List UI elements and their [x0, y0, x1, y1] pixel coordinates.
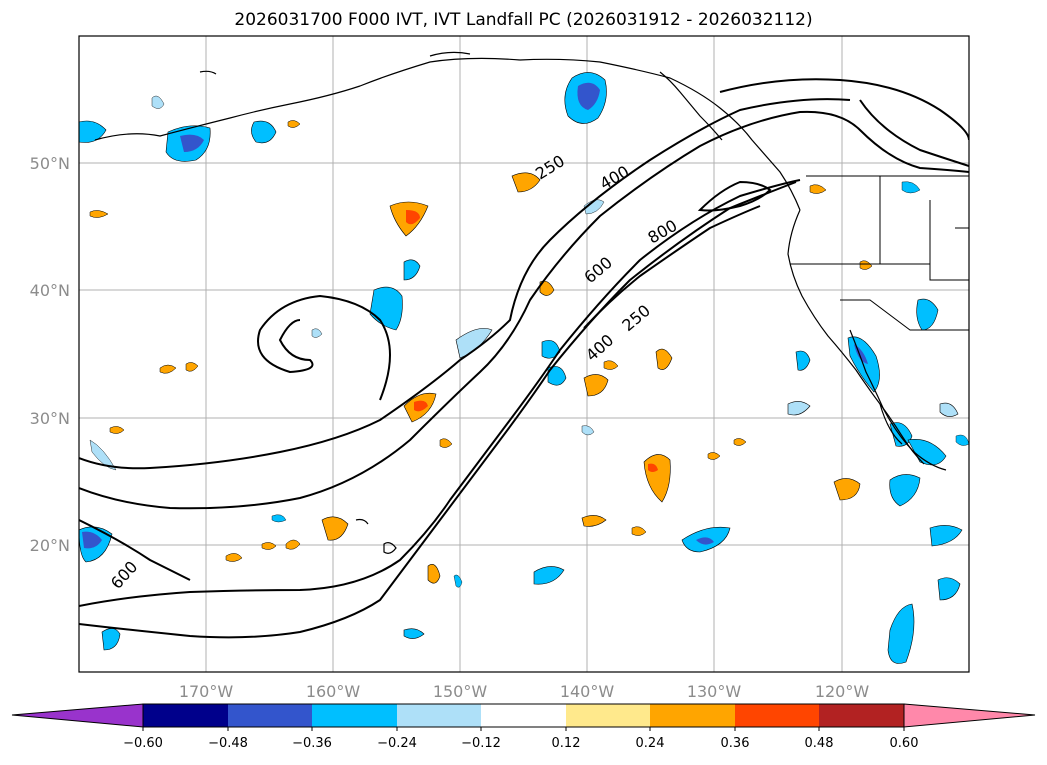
- lon-label: 140°W: [560, 682, 615, 701]
- colorbar-label: 0.60: [890, 736, 919, 751]
- lat-label: 50°N: [30, 154, 70, 173]
- borders: [790, 175, 969, 331]
- lon-label: 120°W: [815, 682, 870, 701]
- negative-pc-patches: [79, 72, 969, 664]
- colorbar-label: −0.24: [377, 736, 417, 751]
- lon-label: 170°W: [179, 682, 234, 701]
- colorbar-extend-min: [11, 703, 144, 728]
- colorbar-bin: [228, 704, 312, 727]
- colorbar-bin: [397, 704, 481, 727]
- colorbar-extend-max: [903, 703, 1036, 728]
- colorbar: −0.60 −0.48 −0.36 −0.24 −0.12 0.12 0.24 …: [11, 703, 1036, 751]
- colorbar-bin: [650, 704, 735, 727]
- lat-label: 40°N: [30, 281, 70, 300]
- ivt-contours: [79, 78, 969, 639]
- colorbar-label: 0.24: [636, 736, 665, 751]
- colorbar-bin: [143, 704, 228, 727]
- colorbar-label: 0.12: [552, 736, 581, 751]
- colorbar-label: −0.12: [461, 736, 501, 751]
- colorbar-bin: [312, 704, 397, 727]
- lon-label: 160°W: [306, 682, 361, 701]
- lat-label: 20°N: [30, 536, 70, 555]
- plot-frame: [78, 35, 970, 673]
- graticule: [79, 36, 969, 672]
- colorbar-label: −0.36: [292, 736, 332, 751]
- colorbar-label: 0.36: [721, 736, 750, 751]
- positive-pc-patches: [89, 120, 873, 584]
- colorbar-bin: [735, 704, 819, 727]
- colorbar-label: −0.48: [208, 736, 248, 751]
- lat-label: 30°N: [30, 409, 70, 428]
- colorbar-label: 0.48: [805, 736, 834, 751]
- lon-label: 130°W: [687, 682, 742, 701]
- colorbar-bin: [819, 704, 904, 727]
- lon-label: 150°W: [433, 682, 488, 701]
- colorbar-bin: [481, 704, 566, 727]
- colorbar-bin: [566, 704, 650, 727]
- plot-area: [79, 36, 969, 672]
- colorbar-label: −0.60: [123, 736, 163, 751]
- map-title: 2026031700 F000 IVT, IVT Landfall PC (20…: [234, 10, 813, 30]
- coastlines: [94, 51, 947, 554]
